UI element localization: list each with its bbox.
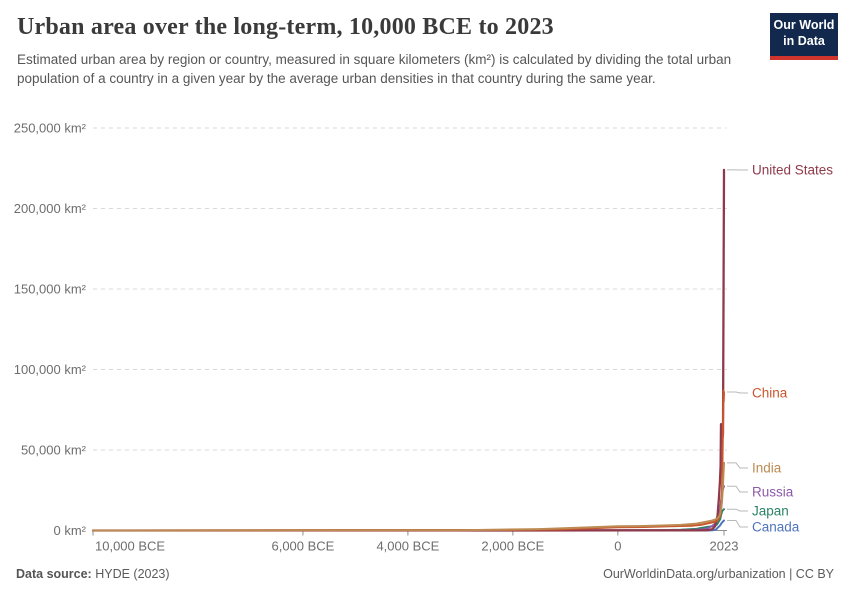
x-tick-label: 4,000 BCE (376, 539, 439, 554)
series-line-india (92, 461, 725, 532)
x-tick-label: 10,000 BCE (95, 539, 165, 554)
entity-label-canada[interactable]: Canada (752, 520, 800, 535)
series-line-china (92, 389, 725, 532)
entity-label-united-states[interactable]: United States (752, 163, 833, 178)
footer-link[interactable]: OurWorldinData.org/urbanization | CC BY (603, 567, 834, 581)
y-tick-label: 200,000 km² (14, 201, 87, 216)
entity-label-russia[interactable]: Russia (752, 485, 794, 500)
label-connector (727, 485, 748, 493)
owid-logo[interactable]: Our World in Data (770, 13, 838, 60)
entity-label-china[interactable]: China (752, 386, 788, 401)
x-tick-label: 2023 (710, 539, 739, 554)
label-connector (727, 391, 748, 394)
owid-logo-line2: in Data (783, 33, 825, 48)
label-connector (727, 508, 748, 512)
chart-canvas: 0 km² 50,000 km² 100,000 km² 150,000 km² 200… (14, 121, 834, 554)
page-title: Urban area over the long-term, 10,000 BC… (17, 14, 554, 40)
chart-subtitle: Estimated urban area by region or countr… (17, 52, 732, 86)
data-source-value: HYDE (2023) (91, 567, 170, 581)
series-line-russia (92, 485, 725, 532)
chart-footer: Data source: HYDE (2023) OurWorldinData.… (16, 567, 834, 581)
label-connector (727, 462, 748, 469)
entity-label-india[interactable]: India (752, 461, 782, 476)
x-tick-label: 0 (614, 539, 621, 554)
y-tick-label: 0 km² (54, 523, 87, 538)
y-tick-label: 100,000 km² (14, 362, 87, 377)
series-line-united-states (91, 168, 726, 532)
data-source-label: Data source: (16, 567, 92, 581)
y-tick-label: 250,000 km² (14, 121, 87, 136)
label-connector (727, 520, 748, 528)
x-tick-label: 2,000 BCE (481, 539, 544, 554)
entity-label-japan[interactable]: Japan (752, 504, 789, 519)
data-source: Data source: HYDE (2023) (16, 567, 170, 581)
owid-logo-line1: Our World (773, 18, 835, 32)
x-tick-label: 6,000 BCE (271, 539, 334, 554)
chart-area: 0 km² 50,000 km² 100,000 km² 150,000 km² 200… (0, 115, 850, 560)
y-tick-label: 50,000 km² (21, 443, 87, 458)
y-tick-label: 150,000 km² (14, 282, 87, 297)
